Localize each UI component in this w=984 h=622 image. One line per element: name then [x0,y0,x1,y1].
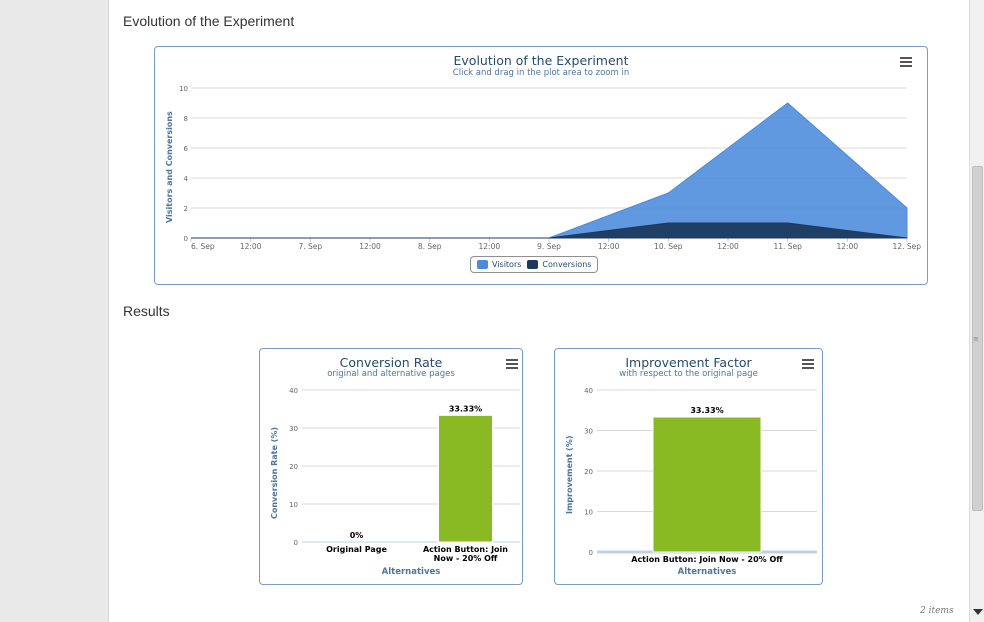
x-tick-label: 12. Sep [893,242,922,251]
y-tick-label: 30 [289,425,298,433]
y-tick-label: 6 [184,145,189,153]
evolution-section-title: Evolution of the Experiment [123,13,295,29]
x-tick-label: 6. Sep [191,242,215,251]
x-tick-label: 8. Sep [418,242,442,251]
x-tick-label: 12:00 [717,242,739,251]
y-tick-label: 8 [184,115,188,123]
legend-item-conversions[interactable]: Conversions [527,260,591,269]
x-tick-label: 12:00 [837,242,859,251]
y-tick-label: 30 [584,428,593,436]
x-tick-label: 12:00 [359,242,381,251]
x-tick-label: 12:00 [240,242,262,251]
scroll-down-arrow-icon[interactable] [973,609,983,615]
evolution-chart-title: Evolution of the Experiment [453,53,629,68]
y-tick-label: 10 [179,85,188,93]
y-tick-label: 4 [184,175,189,183]
data-label: 33.33% [690,406,723,415]
chart-menu-icon[interactable] [802,359,814,369]
conversion-chart-subtitle: original and alternative pages [327,369,455,379]
improvement-chart-subtitle: with respect to the original page [619,369,758,379]
legend-item-visitors[interactable]: Visitors [477,260,521,269]
y-tick-label: 40 [289,387,298,395]
y-tick-label: 2 [184,205,188,213]
evolution-legend: Visitors Conversions [470,256,599,273]
items-count: 2 items [920,606,954,616]
conversion-chart-title: Conversion Rate [339,355,443,370]
series-area-visitors [191,102,908,239]
legend-label-visitors: Visitors [492,260,522,269]
bar [438,414,493,543]
x-tick-label: 7. Sep [298,242,322,251]
scrollbar-thumb[interactable] [972,166,983,511]
data-label: 33.33% [449,404,482,413]
x-tick-label: Action Button: Join [423,545,508,554]
x-axis-label: Alternatives [678,567,737,577]
improvement-plot[interactable]: 0 10 20 30 40 33.33% Action Button: Join Now -… [555,349,822,584]
x-tick-label: 9. Sep [537,242,561,251]
improvement-chart-title: Improvement Factor [625,355,752,370]
y-tick-label: 0 [589,549,593,557]
vertical-scrollbar[interactable]: ≡ [969,0,984,622]
legend-swatch-conversions [527,260,539,269]
y-tick-label: 0 [184,235,188,243]
x-tick-label: Original Page [326,545,387,554]
x-tick-label: Now - 20% Off [434,554,498,563]
evolution-plot[interactable]: 0 2 4 6 8 10 6. Sep 12:00 7. Sep 12:00 8. Sep 12:00… [155,47,927,252]
y-tick-label: 0 [294,539,298,547]
x-axis-label: Alternatives [382,567,441,577]
y-tick-label: 10 [289,501,298,509]
x-tick-label: Action Button: Join Now - 20% Off [631,555,783,564]
data-label: 0% [350,531,364,540]
improvement-factor-chart[interactable]: Improvement Factor with respect to the o… [554,348,823,585]
results-section-title: Results [123,303,170,319]
x-tick-label: 12:00 [598,242,620,251]
x-tick-label: 10. Sep [654,242,683,251]
scrollbar-grip-icon: ≡ [973,335,979,343]
legend-swatch-visitors [477,260,488,269]
x-tick-label: 12:00 [479,242,501,251]
conversion-plot[interactable]: 0 10 20 30 40 0% Original Page 33.33% Action But… [260,349,522,584]
y-tick-label: 10 [584,509,593,517]
bar [652,416,762,553]
conversion-rate-chart[interactable]: Conversion Rate original and alternative… [259,348,523,585]
chart-menu-icon[interactable] [900,57,912,67]
content-page: Evolution of the Experiment Evolution of… [108,0,971,622]
y-tick-label: 20 [584,468,593,476]
series-area-conversions [191,222,908,239]
y-tick-label: 40 [584,387,593,395]
chart-menu-icon[interactable] [506,359,518,369]
evolution-chart-subtitle: Click and drag in the plot area to zoom … [452,68,630,78]
x-tick-label: 11. Sep [773,242,802,251]
legend-label-conversions: Conversions [542,260,592,269]
y-tick-label: 20 [289,463,298,471]
evolution-chart[interactable]: Evolution of the Experiment Click and dr… [154,46,928,285]
